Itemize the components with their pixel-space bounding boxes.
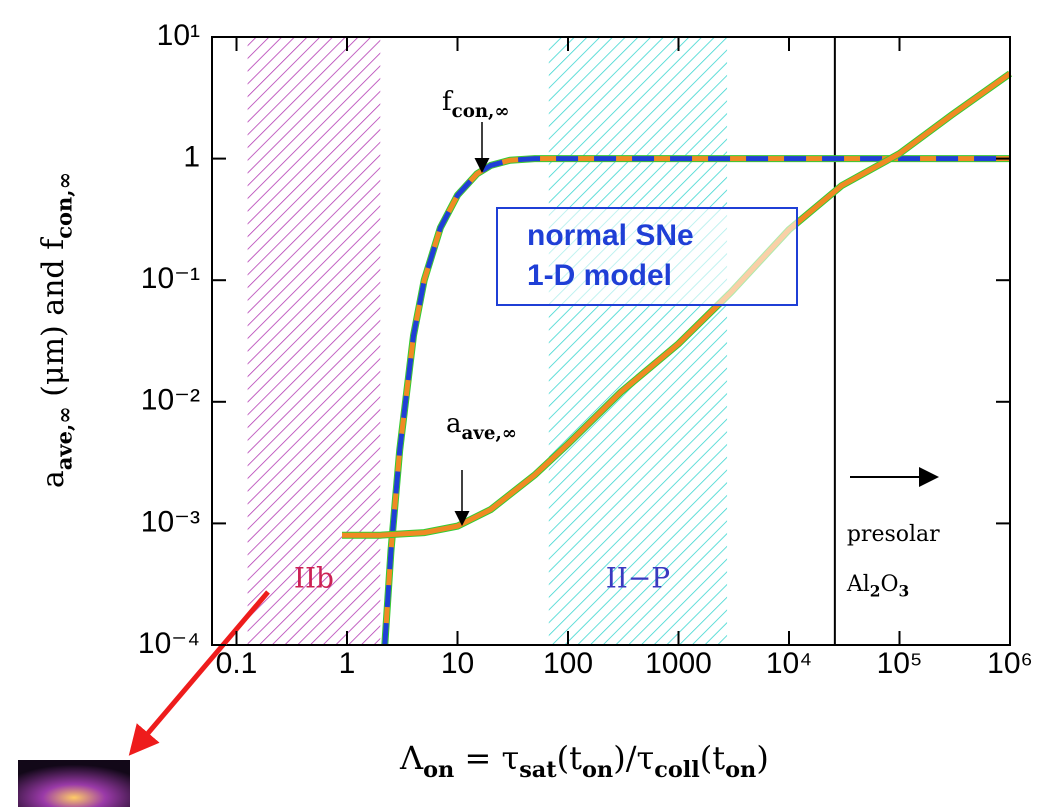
box-text: normal SNe (527, 219, 694, 252)
y-tick-label: 10¹ (157, 19, 200, 52)
text-part: = τ (454, 739, 519, 777)
text-part: Λ (399, 739, 424, 777)
text-part: (t (700, 739, 725, 777)
label: aave,∞ (μm) and fcon,∞ (36, 172, 76, 488)
y-tick-label: 10⁻⁴ (138, 627, 200, 660)
text-part: (μm) and f (36, 237, 71, 406)
model-box (496, 207, 798, 306)
region-label: IIb (294, 562, 334, 595)
label: fcon,∞ (442, 87, 510, 122)
x-tick-label: 1000 (645, 647, 712, 680)
label: Al2O3 (846, 572, 909, 601)
text-part: a (36, 470, 71, 488)
text-part: a (446, 409, 462, 439)
subscript: on (423, 757, 454, 783)
label: Λon = τsat(ton)/τcoll(ton) (399, 739, 769, 784)
y-tick-label: 10⁻¹ (141, 262, 200, 295)
plot-frame (211, 36, 1011, 646)
region (548, 37, 728, 645)
subscript: con,∞ (452, 101, 510, 122)
x-tick-label: 10 (441, 647, 474, 680)
text-part: Al (846, 572, 870, 597)
subscript: ave,∞ (462, 423, 517, 444)
x-tick-label: 1 (339, 647, 356, 680)
text-part: O (881, 572, 899, 597)
subscript: on (725, 757, 756, 783)
text-part: f (442, 87, 454, 117)
pointer-arrow (128, 590, 270, 756)
text-part: )/τ (613, 739, 654, 777)
label: aave,∞ (446, 409, 517, 444)
supernova-image (18, 760, 130, 807)
box-text: 1-D model (527, 259, 672, 292)
y-tick-label: 10⁻² (141, 384, 200, 417)
subscript: sat (519, 757, 557, 783)
subscript: 3 (899, 583, 910, 601)
x-tick-label: 100 (543, 647, 593, 680)
x-tick-label: 10⁵ (877, 647, 923, 680)
y-tick-label: 10⁻³ (141, 505, 200, 538)
subscript: on (582, 757, 613, 783)
series-line (342, 71, 1012, 538)
x-tick-label: 10⁶ (987, 647, 1033, 680)
y-tick-label: 1 (183, 141, 200, 174)
x-tick-label: 0.1 (216, 647, 258, 680)
subscript: coll (654, 757, 700, 783)
text-part: (t (557, 739, 582, 777)
subscript: 2 (870, 583, 881, 601)
region (247, 37, 381, 645)
text-part: ) (756, 739, 768, 777)
x-tick-label: 10⁴ (766, 647, 812, 680)
vline-label: presolar (847, 522, 940, 547)
region-label: II−P (606, 562, 670, 595)
subscript: con,∞ (51, 172, 76, 239)
subscript: ave,∞ (51, 406, 76, 470)
